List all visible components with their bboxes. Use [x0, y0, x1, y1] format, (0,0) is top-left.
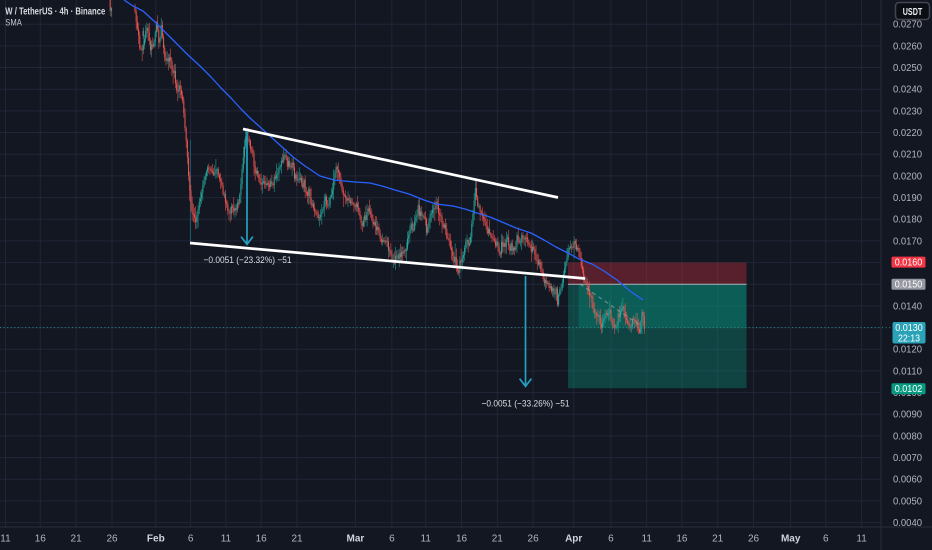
svg-text:W / TetherUS · 4h · Binance: W / TetherUS · 4h · Binance: [5, 6, 105, 17]
svg-text:0.0250: 0.0250: [893, 63, 922, 74]
svg-text:0.0190: 0.0190: [893, 193, 922, 204]
svg-text:26: 26: [748, 534, 760, 545]
svg-text:May: May: [781, 534, 801, 545]
svg-text:22:13: 22:13: [898, 333, 920, 344]
svg-text:Apr: Apr: [565, 534, 582, 545]
svg-text:0.0110: 0.0110: [893, 366, 922, 377]
svg-text:0.0200: 0.0200: [893, 171, 922, 182]
svg-text:11: 11: [221, 534, 232, 545]
svg-text:6: 6: [188, 534, 194, 545]
svg-text:16: 16: [35, 534, 47, 545]
svg-text:11: 11: [642, 534, 653, 545]
svg-text:11: 11: [856, 534, 867, 545]
svg-text:0.0130: 0.0130: [895, 323, 923, 334]
svg-text:21: 21: [291, 534, 303, 545]
svg-text:0.0120: 0.0120: [893, 345, 922, 356]
svg-text:0.0180: 0.0180: [893, 215, 922, 226]
svg-text:−0.0051 (−33.26%) −51: −0.0051 (−33.26%) −51: [482, 398, 570, 409]
svg-text:21: 21: [71, 534, 83, 545]
svg-text:0.0240: 0.0240: [893, 85, 922, 96]
svg-text:0.0080: 0.0080: [893, 431, 922, 442]
svg-text:21: 21: [492, 534, 504, 545]
svg-text:USDT: USDT: [903, 7, 923, 18]
svg-text:0.0090: 0.0090: [893, 410, 922, 421]
svg-text:SMA: SMA: [5, 18, 22, 29]
svg-text:0.0140: 0.0140: [893, 301, 922, 312]
svg-text:0.0060: 0.0060: [893, 475, 922, 486]
svg-text:26: 26: [528, 534, 540, 545]
svg-text:6: 6: [823, 534, 829, 545]
svg-text:0.0150: 0.0150: [895, 280, 923, 291]
svg-text:21: 21: [712, 534, 724, 545]
svg-text:0.0230: 0.0230: [893, 106, 922, 117]
svg-text:Feb: Feb: [147, 534, 165, 545]
svg-text:0.0260: 0.0260: [893, 41, 922, 52]
svg-text:0.0040: 0.0040: [893, 518, 922, 529]
svg-text:0.0160: 0.0160: [895, 258, 923, 269]
svg-text:Mar: Mar: [347, 534, 365, 545]
svg-text:6: 6: [389, 534, 395, 545]
svg-text:0.0070: 0.0070: [893, 453, 922, 464]
svg-text:0.0050: 0.0050: [893, 496, 922, 507]
svg-text:6: 6: [608, 534, 614, 545]
svg-text:16: 16: [676, 534, 688, 545]
svg-text:26: 26: [106, 534, 118, 545]
svg-text:0.0170: 0.0170: [893, 236, 922, 247]
svg-text:0.0210: 0.0210: [893, 150, 922, 161]
svg-text:11: 11: [421, 534, 432, 545]
svg-text:−0.0051 (−23.32%) −51: −0.0051 (−23.32%) −51: [204, 255, 292, 266]
svg-text:0.0220: 0.0220: [893, 128, 922, 139]
svg-text:16: 16: [256, 534, 268, 545]
svg-text:16: 16: [456, 534, 468, 545]
svg-text:0.0102: 0.0102: [895, 384, 923, 395]
svg-text:0.0270: 0.0270: [893, 20, 922, 31]
svg-text:11: 11: [0, 534, 11, 545]
